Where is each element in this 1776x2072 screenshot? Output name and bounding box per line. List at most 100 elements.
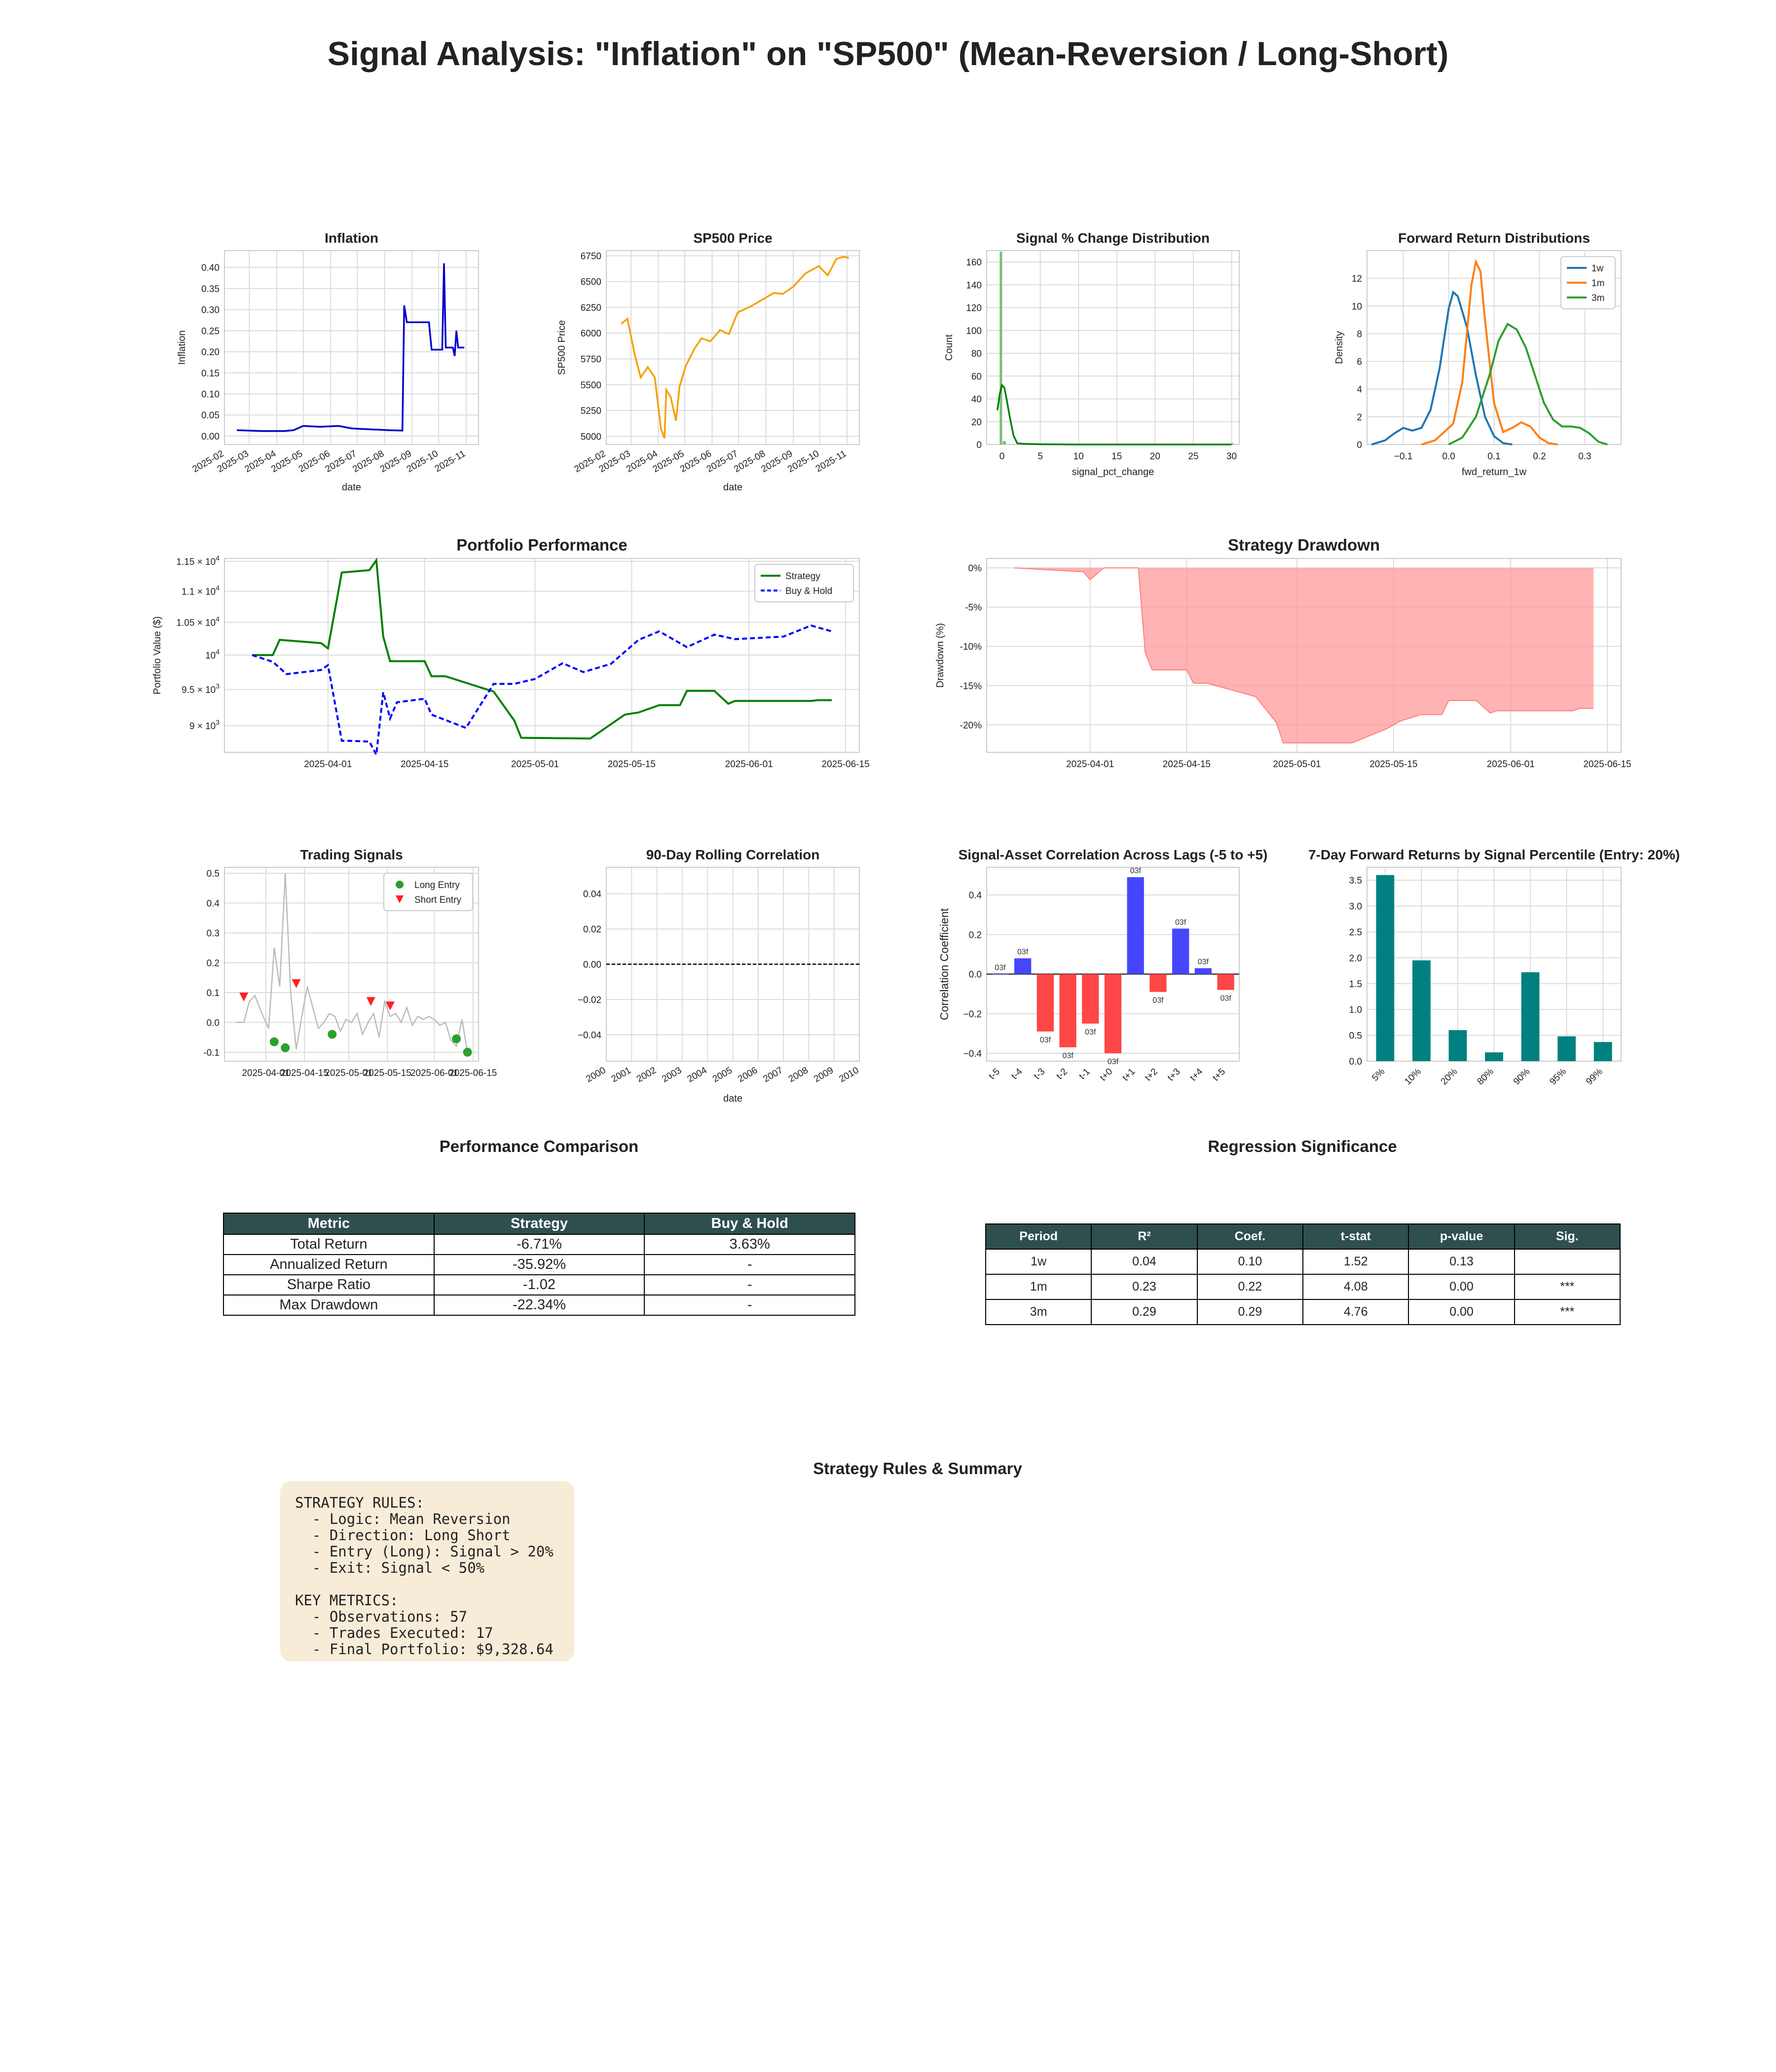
lagcorr-xtick-label: t-2 <box>1055 1067 1070 1082</box>
dist-ytick-label: 0 <box>976 440 982 450</box>
table-cell: 0.13 <box>1408 1249 1515 1275</box>
portfolio-xtick-label: 2025-04-15 <box>401 759 448 770</box>
bar-value-label: 03f <box>1220 995 1231 1003</box>
density-line <box>1448 323 1608 445</box>
lagcorr-plot-frame <box>986 867 1240 1062</box>
regression-table-title: Regression Significance <box>1208 1137 1397 1155</box>
price-ytick-label: 6000 <box>581 329 601 339</box>
percentile-ytick-label: 3.5 <box>1349 876 1362 886</box>
drawdown-xtick-label: 2025-04-15 <box>1163 759 1211 770</box>
portfolio-legend-label: Buy & Hold <box>785 586 832 596</box>
percentile-ytick-label: 2.0 <box>1349 953 1362 963</box>
correlation-bar <box>1172 928 1189 974</box>
long-entry-marker <box>463 1047 472 1057</box>
portfolio-ytick-label: 1.15 × 104 <box>176 554 220 567</box>
signals-chart: -0.1 0.0 0.1 0.2 0.3 0.4 0.5 2025-04-012025-04-… <box>203 847 497 1078</box>
table-cell: - <box>644 1254 855 1275</box>
dist-ytick-label: 160 <box>966 258 982 268</box>
fwd-legend-label: 1w <box>1591 263 1604 274</box>
table-cell: 0.10 <box>1196 1249 1303 1275</box>
inflation-chart: 0.00 0.05 0.10 0.15 0.20 0.25 0.30 0.35 0.40 2025… <box>177 230 479 493</box>
portfolio-xtick-label: 2025-06-01 <box>725 759 773 770</box>
lagcorr-xtick-label: t+3 <box>1166 1067 1183 1083</box>
table-cell: 0.00 <box>1408 1274 1515 1300</box>
table-row: Sharpe Ratio -1.02 - <box>223 1274 855 1295</box>
signals-ytick-label: 0.2 <box>207 958 220 968</box>
inflation-ytick-label: 0.10 <box>201 389 220 400</box>
table-cell: 0.04 <box>1091 1249 1198 1275</box>
inflation-ylabel: Inflation <box>177 330 187 365</box>
fwd-ytick-label: 12 <box>1352 274 1362 284</box>
portfolio-xtick-label: 2025-06-15 <box>821 759 869 770</box>
table-cell: 3.63% <box>644 1234 855 1255</box>
percentile-bar <box>1448 1030 1467 1061</box>
correlation-bar <box>1217 974 1234 990</box>
dist-plot-frame <box>986 250 1240 445</box>
rollcorr-xtick-label: 2003 <box>660 1065 683 1084</box>
portfolio-ytick-label: 104 <box>205 648 220 661</box>
price-ytick-label: 5250 <box>581 406 601 416</box>
inflation-ytick-label: 0.15 <box>201 369 220 379</box>
table-cell: -1.02 <box>433 1274 645 1295</box>
table-row: 3m 0.29 0.29 4.76 0.00 *** <box>985 1299 1621 1325</box>
table-cell: - <box>644 1274 855 1295</box>
percentile-xtick-label: 80% <box>1475 1067 1496 1087</box>
lagcorr-chart: −0.4 −0.2 0.0 0.2 0.4 03f t-5 03f t-4 03f t-3 03f t-… <box>938 847 1267 1083</box>
lagcorr-xtick-label: t+4 <box>1188 1066 1205 1083</box>
rollcorr-xtick-label: 2009 <box>812 1065 835 1084</box>
price-ylabel: SP500 Price <box>556 320 567 375</box>
lagcorr-xtick-label: t+0 <box>1098 1067 1115 1083</box>
signals-xtick-label: 2025-06-15 <box>449 1068 497 1078</box>
price-xlabel: date <box>723 482 742 493</box>
signals-legend-label: Long Entry <box>414 880 460 890</box>
inflation-ytick-label: 0.40 <box>201 263 220 273</box>
table-cell: - <box>644 1295 855 1316</box>
lagcorr-ylabel: Correlation Coefficient <box>938 908 951 1020</box>
percentile-xtick-label: 99% <box>1584 1067 1605 1087</box>
dist-ytick-label: 120 <box>966 303 982 314</box>
table-cell: Annualized Return <box>223 1254 435 1275</box>
performance-header-cell: Metric <box>223 1213 435 1235</box>
inflation-ytick-label: 0.05 <box>201 410 220 421</box>
drawdown-title: Strategy Drawdown <box>1228 536 1380 554</box>
regression-header-cell: Coef. <box>1196 1223 1303 1250</box>
regression-header-cell: Period <box>985 1223 1092 1250</box>
drawdown-ytick-label: -10% <box>960 642 982 652</box>
rollcorr-ytick-label: 0.04 <box>583 889 601 900</box>
rules-summary-box: STRATEGY RULES: - Logic: Mean Reversion … <box>280 1481 574 1662</box>
table-cell: 0.29 <box>1196 1299 1303 1325</box>
signals-ytick-label: 0.4 <box>207 899 220 909</box>
signal-line <box>235 873 468 1053</box>
lagcorr-xtick-label: t+2 <box>1143 1067 1160 1083</box>
dist-xlabel: signal_pct_change <box>1072 467 1154 478</box>
inflation-ytick-label: 0.25 <box>201 326 220 336</box>
performance-header-cell: Buy & Hold <box>644 1213 855 1235</box>
inflation-ytick-label: 0.30 <box>201 305 220 316</box>
long-entry-marker <box>328 1030 337 1039</box>
inflation-series-line <box>237 263 465 432</box>
rollcorr-ytick-label: 0.02 <box>583 925 601 935</box>
signals-ytick-label: 0.5 <box>207 869 220 879</box>
bar-value-label: 03f <box>1017 948 1029 956</box>
dist-ytick-label: 100 <box>966 326 982 336</box>
regression-header-cell: t-stat <box>1302 1223 1409 1250</box>
correlation-bar <box>1059 974 1076 1047</box>
percentile-xtick-label: 10% <box>1403 1067 1423 1087</box>
table-cell: Max Drawdown <box>223 1295 435 1316</box>
percentile-ytick-label: 0.0 <box>1349 1057 1362 1067</box>
bar-value-label: 03f <box>1175 918 1186 926</box>
regression-header-cell: R² <box>1091 1223 1198 1250</box>
price-ytick-label: 6750 <box>581 251 601 261</box>
correlation-bar <box>1104 974 1122 1053</box>
fwd-legend <box>1560 256 1616 309</box>
dist-chart: 0 20 40 60 80 100 120 140 160 0 5 10 15 20 25 30 Signal … <box>944 230 1240 478</box>
page-title: Signal Analysis: "Inflation" on "SP500" … <box>327 35 1449 73</box>
kde-line <box>996 383 1232 445</box>
table-cell: -6.71% <box>433 1234 645 1255</box>
drawdown-ytick-label: -5% <box>965 603 982 613</box>
table-row: Max Drawdown -22.34% - <box>223 1295 855 1316</box>
fwd-ytick-label: 10 <box>1352 301 1362 312</box>
short-entry-marker <box>239 993 249 1002</box>
inflation-title: Inflation <box>325 230 378 246</box>
table-cell: *** <box>1514 1299 1621 1325</box>
